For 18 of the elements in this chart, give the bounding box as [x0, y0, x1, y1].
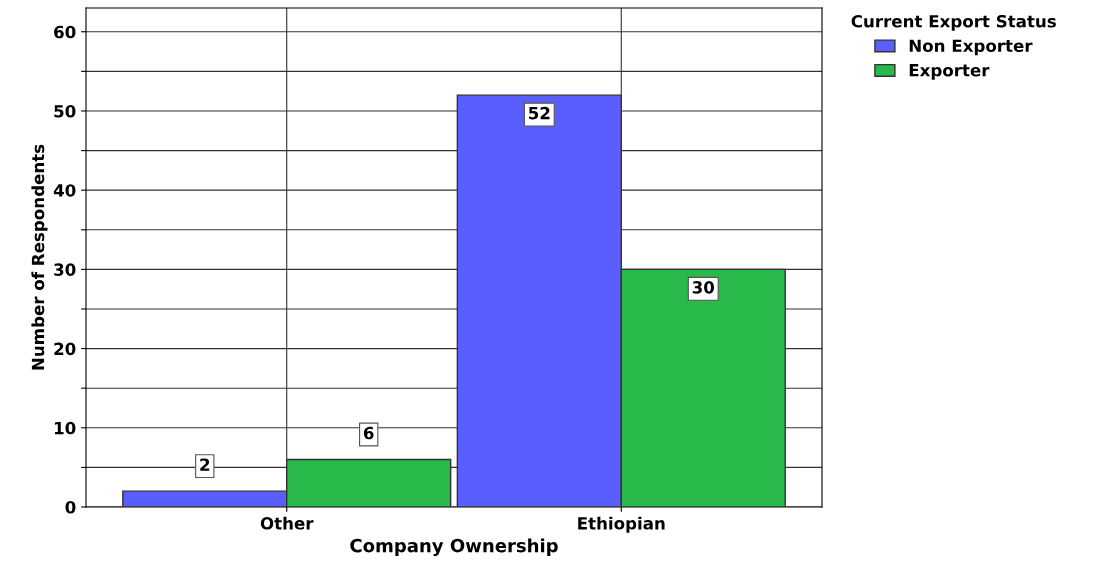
legend-label: Exporter	[909, 64, 990, 80]
y-tick-label: 30	[54, 263, 76, 276]
data-label: 6	[363, 426, 374, 440]
y-tick-label: 10	[54, 421, 76, 435]
x-axis-title: Company Ownership	[350, 538, 558, 557]
legend-label: Non Exporter	[909, 39, 1033, 56]
x-tick-label: Ethiopian	[578, 516, 665, 533]
legend-title: Current Export Status	[851, 14, 1056, 31]
x-tick-label: Other	[260, 516, 314, 530]
data-label: 30	[692, 281, 715, 294]
data-label: 2	[200, 458, 210, 471]
y-tick-label: 40	[53, 184, 76, 197]
data-label: 52	[529, 106, 550, 120]
y-tick-label: 0	[65, 500, 76, 514]
y-tick-label: 50	[54, 104, 76, 118]
y-tick-label: 60	[54, 25, 76, 39]
y-tick-label: 20	[54, 342, 76, 356]
y-axis-title: Number of Respondents	[31, 144, 48, 370]
